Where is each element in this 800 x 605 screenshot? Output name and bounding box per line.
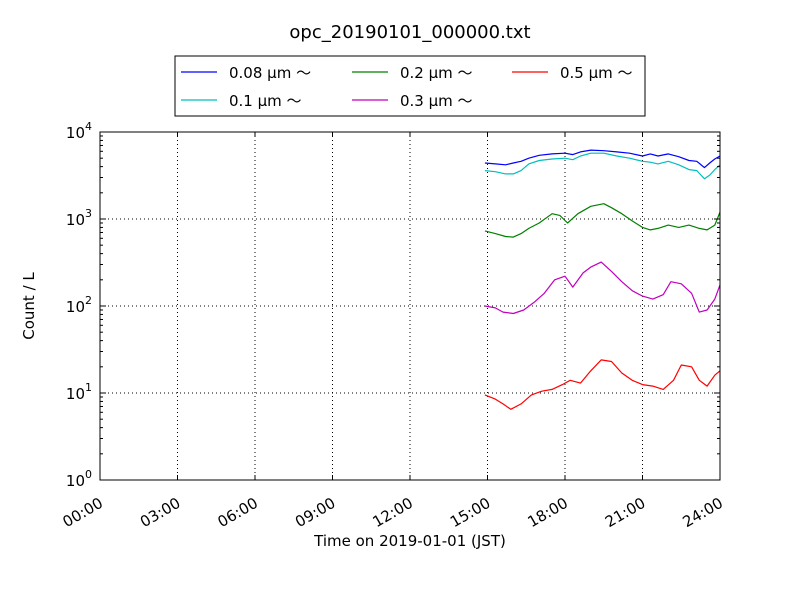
x-tick-label: 18:00 [525,494,571,531]
legend-label: 0.5 μm ～ [560,64,633,82]
y-tick-label: 100 [66,468,92,490]
y-tick-label-base: 10 [66,211,85,229]
x-tick-label: 12:00 [370,494,416,531]
grid [100,132,720,480]
y-tick-label: 101 [66,381,92,403]
legend-label: 0.08 μm ～ [229,64,311,82]
series-layer [484,149,721,410]
y-tick-label: 103 [66,207,92,229]
chart-title: opc_20190101_000000.txt [289,22,530,43]
x-tick-label: 15:00 [447,494,493,531]
series-line-4 [484,359,721,410]
x-tick-label: 24:00 [680,494,726,531]
ticks [99,131,721,481]
y-tick-label-base: 10 [66,385,85,403]
y-tick-label-base: 10 [66,472,85,490]
y-tick-label: 104 [66,120,92,142]
y-tick-label-exponent: 3 [85,207,92,220]
series-line-0 [484,149,721,169]
series-line-1 [484,152,721,180]
y-tick-label-exponent: 4 [85,120,92,133]
series-line-3 [484,261,721,315]
legend-label: 0.3 μm ～ [400,92,473,110]
y-tick-label-exponent: 1 [85,381,92,394]
x-tick-label: 03:00 [137,494,183,531]
y-tick-label-base: 10 [66,298,85,316]
y-tick-label-exponent: 0 [85,468,92,481]
y-tick-label: 102 [66,294,92,316]
legend-frame [174,55,646,117]
x-tick-label: 06:00 [215,494,261,531]
y-tick-label-base: 10 [66,124,85,142]
legend-label: 0.1 μm ～ [229,92,302,110]
x-tick-label: 00:00 [60,494,106,531]
series-line-2 [484,203,721,238]
x-tick-label: 09:00 [292,494,338,531]
tick-labels: 00:00 03:00 06:00 09:00 12:00 15:00 18:00 21:00… [60,120,726,531]
legend: 0.08 μm ～ 0.1 μm ～ 0.2 μm ～ 0.3 μm ～ 0.5 μm … [174,55,646,117]
y-axis-label: Count / L [20,272,38,340]
y-tick-label-exponent: 2 [85,294,92,307]
x-axis-label: Time on 2019-01-01 (JST) [313,532,506,550]
legend-label: 0.2 μm ～ [400,64,473,82]
x-tick-label: 21:00 [602,494,648,531]
